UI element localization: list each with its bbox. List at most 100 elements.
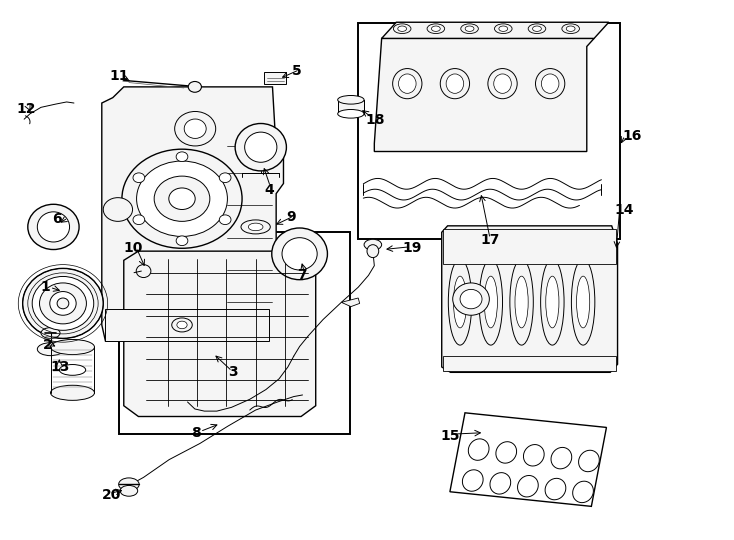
Text: 3: 3	[228, 366, 237, 379]
Ellipse shape	[219, 215, 231, 225]
Ellipse shape	[490, 472, 511, 494]
Ellipse shape	[154, 176, 210, 221]
Ellipse shape	[461, 24, 479, 33]
Ellipse shape	[542, 74, 559, 93]
Ellipse shape	[32, 276, 94, 330]
Ellipse shape	[515, 276, 528, 328]
Ellipse shape	[133, 173, 145, 183]
Ellipse shape	[393, 24, 411, 33]
Ellipse shape	[546, 276, 559, 328]
Ellipse shape	[51, 340, 95, 355]
Text: 8: 8	[191, 426, 201, 440]
Text: 11: 11	[109, 69, 128, 83]
Ellipse shape	[175, 111, 216, 146]
Ellipse shape	[496, 442, 517, 463]
Ellipse shape	[37, 343, 64, 356]
Ellipse shape	[51, 385, 95, 400]
Ellipse shape	[499, 26, 508, 31]
Ellipse shape	[50, 292, 76, 315]
Ellipse shape	[571, 259, 595, 345]
Polygon shape	[442, 226, 617, 373]
Ellipse shape	[454, 276, 467, 328]
Text: 19: 19	[402, 241, 421, 255]
Text: 6: 6	[52, 212, 62, 226]
Ellipse shape	[545, 478, 566, 500]
Text: 14: 14	[614, 202, 634, 217]
Text: 16: 16	[622, 130, 642, 144]
Ellipse shape	[367, 245, 379, 258]
Ellipse shape	[282, 238, 317, 270]
Ellipse shape	[510, 259, 534, 345]
Text: 4: 4	[264, 183, 275, 197]
Ellipse shape	[398, 26, 407, 31]
Ellipse shape	[338, 96, 364, 104]
Text: 13: 13	[51, 360, 70, 374]
Ellipse shape	[272, 228, 327, 280]
Polygon shape	[382, 22, 608, 38]
Text: 5: 5	[292, 64, 302, 78]
Polygon shape	[450, 413, 606, 507]
Text: 9: 9	[286, 210, 296, 224]
Ellipse shape	[176, 152, 188, 161]
Ellipse shape	[235, 124, 286, 171]
Ellipse shape	[465, 26, 474, 31]
Ellipse shape	[453, 283, 490, 315]
Polygon shape	[374, 38, 594, 152]
Text: 7: 7	[297, 268, 307, 282]
Ellipse shape	[432, 26, 440, 31]
Ellipse shape	[172, 318, 192, 332]
Ellipse shape	[448, 259, 472, 345]
Text: 17: 17	[481, 233, 500, 247]
Bar	[120, 232, 350, 434]
Ellipse shape	[137, 265, 151, 278]
Ellipse shape	[122, 149, 242, 248]
Ellipse shape	[103, 198, 133, 221]
Ellipse shape	[576, 276, 589, 328]
Ellipse shape	[241, 220, 270, 234]
Ellipse shape	[494, 74, 512, 93]
Text: 12: 12	[17, 103, 36, 117]
Ellipse shape	[248, 223, 263, 231]
Ellipse shape	[541, 259, 564, 345]
Ellipse shape	[573, 481, 593, 503]
Bar	[443, 228, 616, 264]
Ellipse shape	[338, 110, 364, 118]
Ellipse shape	[393, 69, 422, 99]
Ellipse shape	[37, 212, 70, 242]
Ellipse shape	[364, 239, 382, 250]
Ellipse shape	[551, 448, 572, 469]
Ellipse shape	[446, 74, 464, 93]
Ellipse shape	[427, 24, 445, 33]
Text: 10: 10	[124, 241, 143, 255]
Ellipse shape	[28, 204, 79, 249]
Ellipse shape	[468, 439, 489, 460]
Bar	[443, 356, 616, 372]
Ellipse shape	[566, 26, 575, 31]
Ellipse shape	[184, 119, 206, 138]
Ellipse shape	[495, 24, 512, 33]
Polygon shape	[341, 298, 360, 307]
Ellipse shape	[219, 173, 231, 183]
Ellipse shape	[59, 364, 86, 375]
Ellipse shape	[536, 69, 564, 99]
Ellipse shape	[399, 74, 416, 93]
Ellipse shape	[120, 485, 138, 496]
Ellipse shape	[137, 161, 228, 237]
Ellipse shape	[40, 283, 87, 324]
Ellipse shape	[517, 476, 538, 497]
Ellipse shape	[528, 24, 546, 33]
Text: 2: 2	[43, 339, 53, 353]
Ellipse shape	[460, 289, 482, 309]
Ellipse shape	[562, 24, 579, 33]
Ellipse shape	[23, 268, 103, 339]
Polygon shape	[102, 87, 283, 341]
Ellipse shape	[57, 298, 69, 309]
Ellipse shape	[533, 26, 542, 31]
Bar	[338, 100, 364, 114]
Polygon shape	[124, 251, 316, 416]
Ellipse shape	[244, 132, 277, 163]
Ellipse shape	[169, 188, 195, 210]
Ellipse shape	[41, 328, 60, 339]
Polygon shape	[106, 309, 269, 341]
Text: 20: 20	[102, 488, 121, 502]
